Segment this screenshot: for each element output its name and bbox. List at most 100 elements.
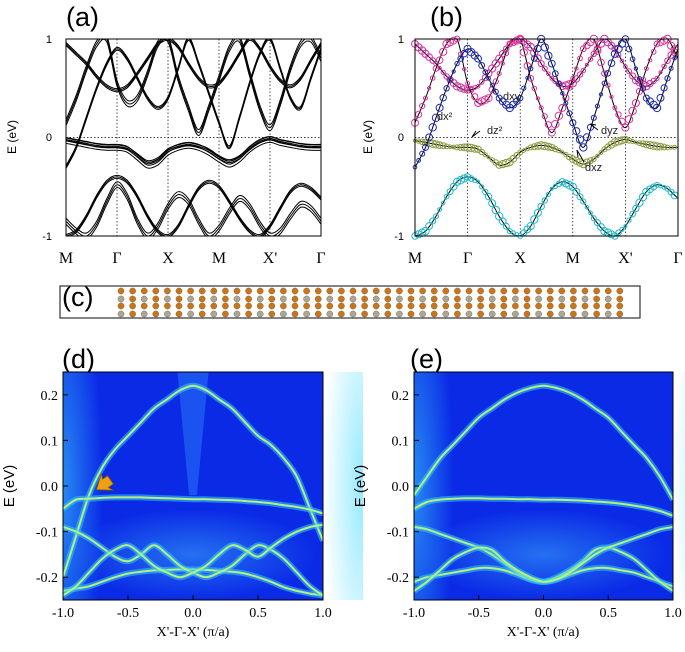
b-orbital-point [446,188,454,196]
b-orbital-point [530,215,539,224]
e-xtick-label: -1.0 [403,606,425,621]
b-orbital-point [607,230,616,239]
b-orbital-point [425,53,433,61]
slab-atom [291,295,299,303]
b-orbital-point [566,84,573,91]
b-orbital-point [428,123,437,132]
b-orbital-point [625,137,633,144]
slab-atom [326,287,334,295]
b-orbital-point [640,85,647,92]
slab-atom [164,310,171,318]
slab-atom [245,295,252,303]
b-orbital-point [470,144,479,153]
b-orbital-point [440,69,446,75]
b-orbital-point [654,75,660,82]
slab-atom [616,295,624,303]
b-orbital-point [664,57,671,65]
slab-atom [372,302,380,310]
b-orbital-point [465,80,471,86]
slab-atom [616,310,624,318]
b-orbital-point [500,61,505,66]
slab-atom [256,295,264,303]
slab-atom [245,310,252,318]
slab-atom [616,302,624,310]
e-ytick-label: 0.1 [392,434,410,449]
b-orbital-point [576,193,584,201]
b-orbital-point [566,110,573,117]
b-orbital-point [541,113,548,120]
slab-atom [604,287,612,295]
slab-atom [523,302,531,310]
d-ytick-label: 0.2 [41,389,59,404]
b-orbital-point [486,155,491,160]
b-orbital-point [656,93,665,102]
e-bulk-glow [419,508,668,600]
b-orbital-point [563,100,569,106]
b-orbital-point [495,54,504,63]
b-orbital-point [647,57,653,63]
b-orbital-point [538,105,544,111]
b-orbital-point [540,43,549,52]
slab-atom [349,302,357,310]
b-orbital-point [422,143,429,151]
slab-atom [430,310,438,318]
b-orbital-point [612,105,618,111]
a-kpoint-label: Γ [316,250,325,267]
spectral-map-panel-d: -0.2 -0.1 0.0 0.1 0.2 -1.0 -0.5 0.0 0.5 1.0 E (e… [1,371,363,640]
a-band-band7-2 [66,187,321,236]
slab-atom [535,302,542,310]
a-ylabel: E (eV) [5,120,19,154]
slab-atom [535,310,542,318]
slab-atom [349,287,357,295]
b-orbital-point [541,65,548,72]
b-orbital-point [425,133,434,142]
b-orbital-point [611,45,619,53]
slab-atom [512,302,519,310]
b-orbital-point [668,65,674,71]
b-orbital-point [595,153,600,159]
b-orbital-point [580,198,587,205]
b-orbital-point [462,66,467,72]
slab-atom [291,287,299,295]
b-orbital-point [419,102,426,110]
slab-atom [303,310,310,318]
slab-atom [546,302,554,310]
arrow-annotation [95,472,115,491]
b-orbital-point [623,64,628,69]
slab-atom [419,287,426,295]
b-orbital-point [513,152,521,159]
e-xtick-label: 1.0 [664,606,682,621]
b-orbital-point [496,71,502,76]
b-orbital-point [429,75,436,81]
e-ytick-label: -0.1 [387,526,409,541]
slab-atom [349,310,357,318]
slab-atom [419,310,426,318]
d-xtick-label: -1.0 [52,606,74,621]
b-orbital-point [576,71,584,78]
slab-atom [280,287,287,295]
slab-atom [396,287,403,295]
b-orbital-point [425,222,434,231]
b-orbital-point [492,78,499,85]
slab-atom [546,310,554,318]
band-structure-panel-a: 1 0 -1 E (eV) M Γ X M X' Γ [5,34,326,267]
slab-atom [268,287,276,295]
slab-atom [454,302,461,310]
a-ytick-0: 0 [46,132,52,144]
slab-atom [291,302,299,310]
b-orbital-point [629,210,636,218]
b-orbital-point [471,93,479,101]
b-orbital-point [583,158,591,167]
slab-atom [558,310,566,318]
b-orbital-point [660,84,668,92]
slab-atom [338,295,345,303]
slab-atom [546,295,554,303]
b-orbital-point [615,111,622,118]
b-orbital-point [517,94,524,102]
slab-atom [558,302,566,310]
b-orbital-point [626,68,632,75]
b-orbital-point [584,204,590,210]
slab-atom [512,295,519,303]
slab-atom [477,302,484,310]
b-orbital-point [478,148,485,156]
